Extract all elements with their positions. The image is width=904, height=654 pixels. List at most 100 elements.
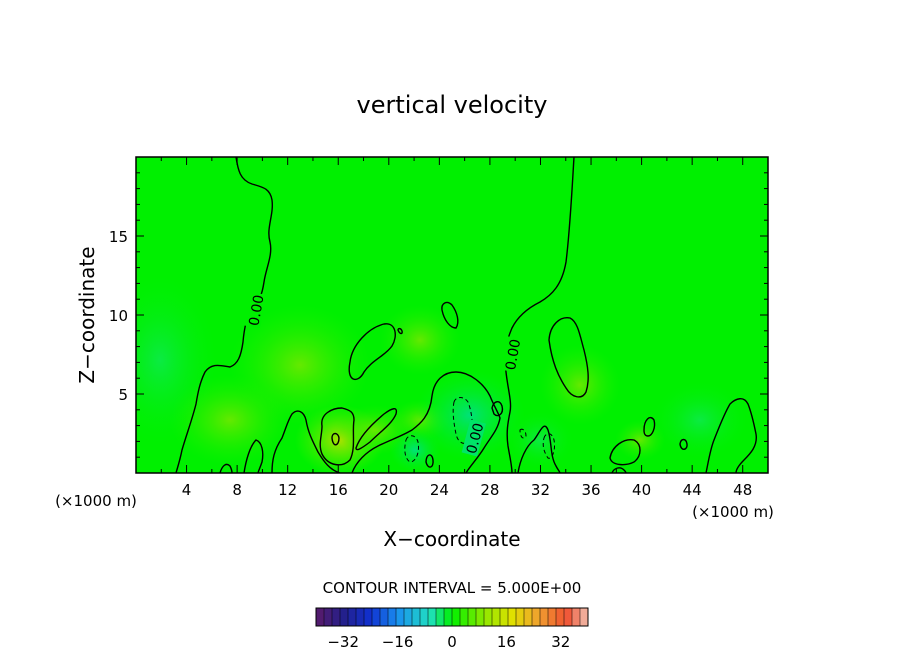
colorbar-tick-labels: −32 −16 0 16 32 <box>327 633 570 651</box>
negative-contour <box>404 435 419 463</box>
x-tick-label: 48 <box>733 481 752 499</box>
field-shade <box>540 345 620 425</box>
colorbar-cell <box>452 608 461 626</box>
colorbar-tick-label: 0 <box>447 633 457 651</box>
colorbar-cell <box>428 608 437 626</box>
contour-label: 0.00 <box>244 291 268 329</box>
field-shade <box>170 375 290 465</box>
plot-area: 0.00 0.00 0.00 <box>136 157 768 473</box>
colorbar-cell <box>420 608 429 626</box>
contour-label-bg <box>244 291 266 329</box>
colorbar-cell <box>332 608 341 626</box>
x-tick-label: 16 <box>329 481 348 499</box>
colorbar-cell <box>548 608 557 626</box>
colorbar-cell <box>580 608 589 626</box>
contour-label-bg <box>461 419 486 457</box>
x-tick-label: 32 <box>531 481 550 499</box>
x-tick-label: 12 <box>278 481 297 499</box>
contour-label-text: 0.00 <box>246 294 267 327</box>
colorbar-cell <box>372 608 381 626</box>
colorbar-cell <box>364 608 373 626</box>
bottom-contour <box>351 371 501 473</box>
colorbar-cell <box>388 608 397 626</box>
colorbar <box>315 607 589 627</box>
bottom-contour <box>491 401 504 417</box>
y-tick-label: 10 <box>109 307 128 325</box>
colorbar-cell <box>516 608 525 626</box>
colorbar-cell <box>564 608 573 626</box>
colorbar-cell <box>524 608 533 626</box>
x-tick-label: 4 <box>182 481 192 499</box>
closed-contour <box>679 438 688 450</box>
field-shade <box>650 380 750 460</box>
positive-contour <box>355 408 398 451</box>
x-tick-label: 8 <box>232 481 242 499</box>
x-tick-label: 20 <box>379 481 398 499</box>
colorbar-cell <box>476 608 485 626</box>
colorbar-cell <box>324 608 333 626</box>
contour-label: 0.00 <box>461 419 488 457</box>
colorbar-cell <box>508 608 517 626</box>
bottom-contour <box>517 425 561 473</box>
colorbar-cell <box>396 608 405 626</box>
bottom-contour <box>705 398 758 473</box>
colorbar-cell <box>348 608 357 626</box>
contour-label-text: 0.00 <box>503 338 524 371</box>
contour-label-text: 0.00 <box>464 421 488 455</box>
contour-label: 0.00 <box>500 336 524 373</box>
contour-labels: 0.00 0.00 0.00 <box>244 291 524 457</box>
x-tick-label: 28 <box>480 481 499 499</box>
colorbar-cell <box>556 608 565 626</box>
colorbar-cell <box>484 608 493 626</box>
colorbar-tick-label: 16 <box>497 633 516 651</box>
colorbar-cell <box>436 608 445 626</box>
colorbar-cell <box>532 608 541 626</box>
x-tick-label: 40 <box>632 481 651 499</box>
y-axis-title: Z−coordinate <box>75 246 99 383</box>
colorbar-frame <box>315 607 589 627</box>
colorbar-tick-label: −16 <box>382 633 414 651</box>
positive-contour <box>319 407 355 466</box>
chart-title: vertical velocity <box>357 91 548 119</box>
colorbar-cell <box>316 608 325 626</box>
closed-contour <box>548 317 589 398</box>
field-shade <box>615 420 665 460</box>
y-tick-label: 15 <box>109 228 128 246</box>
colorbar-tick-label: −32 <box>327 633 359 651</box>
field-shade <box>390 428 440 472</box>
negative-contour <box>519 428 527 439</box>
colorbar-cell <box>500 608 509 626</box>
bottom-contour <box>609 439 641 466</box>
x-axis-title: X−coordinate <box>383 527 520 551</box>
positive-contour <box>331 432 340 446</box>
x-tick-label: 24 <box>430 481 449 499</box>
colorbar-cell <box>356 608 365 626</box>
colorbar-cell <box>340 608 349 626</box>
colorbar-cell <box>444 608 453 626</box>
colorbar-cell <box>540 608 549 626</box>
closed-contour <box>643 416 656 437</box>
bottom-contour <box>219 463 233 473</box>
closed-contour <box>397 327 403 335</box>
bottom-contour <box>243 439 264 473</box>
negative-contour <box>542 433 555 459</box>
bottom-contour <box>271 410 341 473</box>
closed-contour <box>348 323 396 381</box>
colorbar-cell <box>468 608 477 626</box>
x-unit-label-right: (×1000 m) <box>692 503 774 521</box>
colorbar-cell <box>492 608 501 626</box>
closed-contour <box>441 301 459 329</box>
colorbar-tick-label: 32 <box>551 633 570 651</box>
field-shade <box>380 305 460 375</box>
y-tick-label: 5 <box>118 386 128 404</box>
x-unit-label-left: (×1000 m) <box>55 492 137 510</box>
positive-contour <box>425 454 434 468</box>
contour-interval-text: CONTOUR INTERVAL = 5.000E+00 <box>323 579 582 597</box>
colorbar-cell <box>404 608 413 626</box>
colorbar-cell <box>572 608 581 626</box>
contour-label-bg <box>500 336 523 373</box>
colorbar-cell <box>380 608 389 626</box>
x-tick-label: 44 <box>683 481 702 499</box>
